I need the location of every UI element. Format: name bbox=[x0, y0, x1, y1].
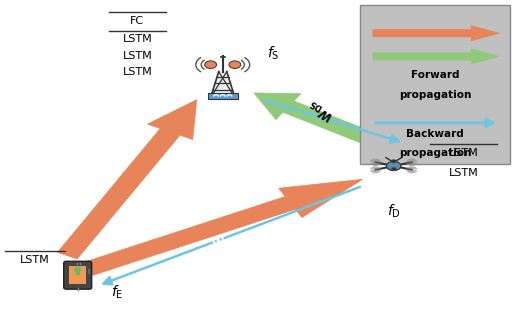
Text: propagation: propagation bbox=[399, 148, 471, 158]
Circle shape bbox=[386, 161, 401, 171]
Wedge shape bbox=[406, 162, 418, 166]
Wedge shape bbox=[406, 166, 418, 170]
Text: $f_\mathrm{S}$: $f_\mathrm{S}$ bbox=[267, 44, 279, 62]
FancyArrow shape bbox=[373, 49, 499, 64]
Wedge shape bbox=[370, 166, 381, 170]
Polygon shape bbox=[211, 72, 235, 98]
Text: $\boldsymbol{W}_\mathbf{ES}$: $\boldsymbol{W}_\mathbf{ES}$ bbox=[95, 156, 123, 186]
FancyArrow shape bbox=[373, 26, 499, 41]
Text: LSTM: LSTM bbox=[122, 50, 152, 60]
Text: Forward: Forward bbox=[411, 70, 459, 80]
Circle shape bbox=[229, 61, 241, 68]
Text: LSTM: LSTM bbox=[122, 67, 152, 77]
FancyArrow shape bbox=[57, 100, 197, 259]
Text: LSTM: LSTM bbox=[449, 148, 479, 158]
Circle shape bbox=[74, 267, 82, 272]
Text: $f_\mathrm{D}$: $f_\mathrm{D}$ bbox=[387, 203, 400, 220]
Bar bbox=[208, 93, 238, 99]
Bar bbox=[69, 266, 87, 284]
Text: FC: FC bbox=[130, 16, 145, 26]
Wedge shape bbox=[406, 159, 418, 162]
Bar bbox=[76, 271, 80, 275]
Wedge shape bbox=[370, 162, 381, 166]
Text: Backward: Backward bbox=[406, 129, 464, 139]
Wedge shape bbox=[406, 170, 418, 173]
Text: $f_\mathrm{E}$: $f_\mathrm{E}$ bbox=[111, 284, 124, 301]
Text: propagation: propagation bbox=[399, 90, 471, 100]
Circle shape bbox=[391, 167, 396, 171]
Text: $\boldsymbol{W}_\mathbf{DS}$: $\boldsymbol{W}_\mathbf{DS}$ bbox=[306, 96, 337, 123]
Circle shape bbox=[391, 160, 396, 163]
Text: LSTM: LSTM bbox=[20, 255, 50, 265]
FancyArrow shape bbox=[83, 179, 363, 275]
Wedge shape bbox=[370, 159, 381, 162]
Text: LSTM: LSTM bbox=[449, 168, 479, 178]
FancyBboxPatch shape bbox=[64, 261, 92, 289]
FancyBboxPatch shape bbox=[360, 5, 510, 164]
FancyArrow shape bbox=[254, 93, 394, 152]
Text: $\boldsymbol{W}_\mathbf{ED}$: $\boldsymbol{W}_\mathbf{ED}$ bbox=[210, 231, 240, 254]
Wedge shape bbox=[370, 170, 381, 173]
Text: LSTM: LSTM bbox=[122, 35, 152, 44]
Circle shape bbox=[205, 61, 217, 68]
